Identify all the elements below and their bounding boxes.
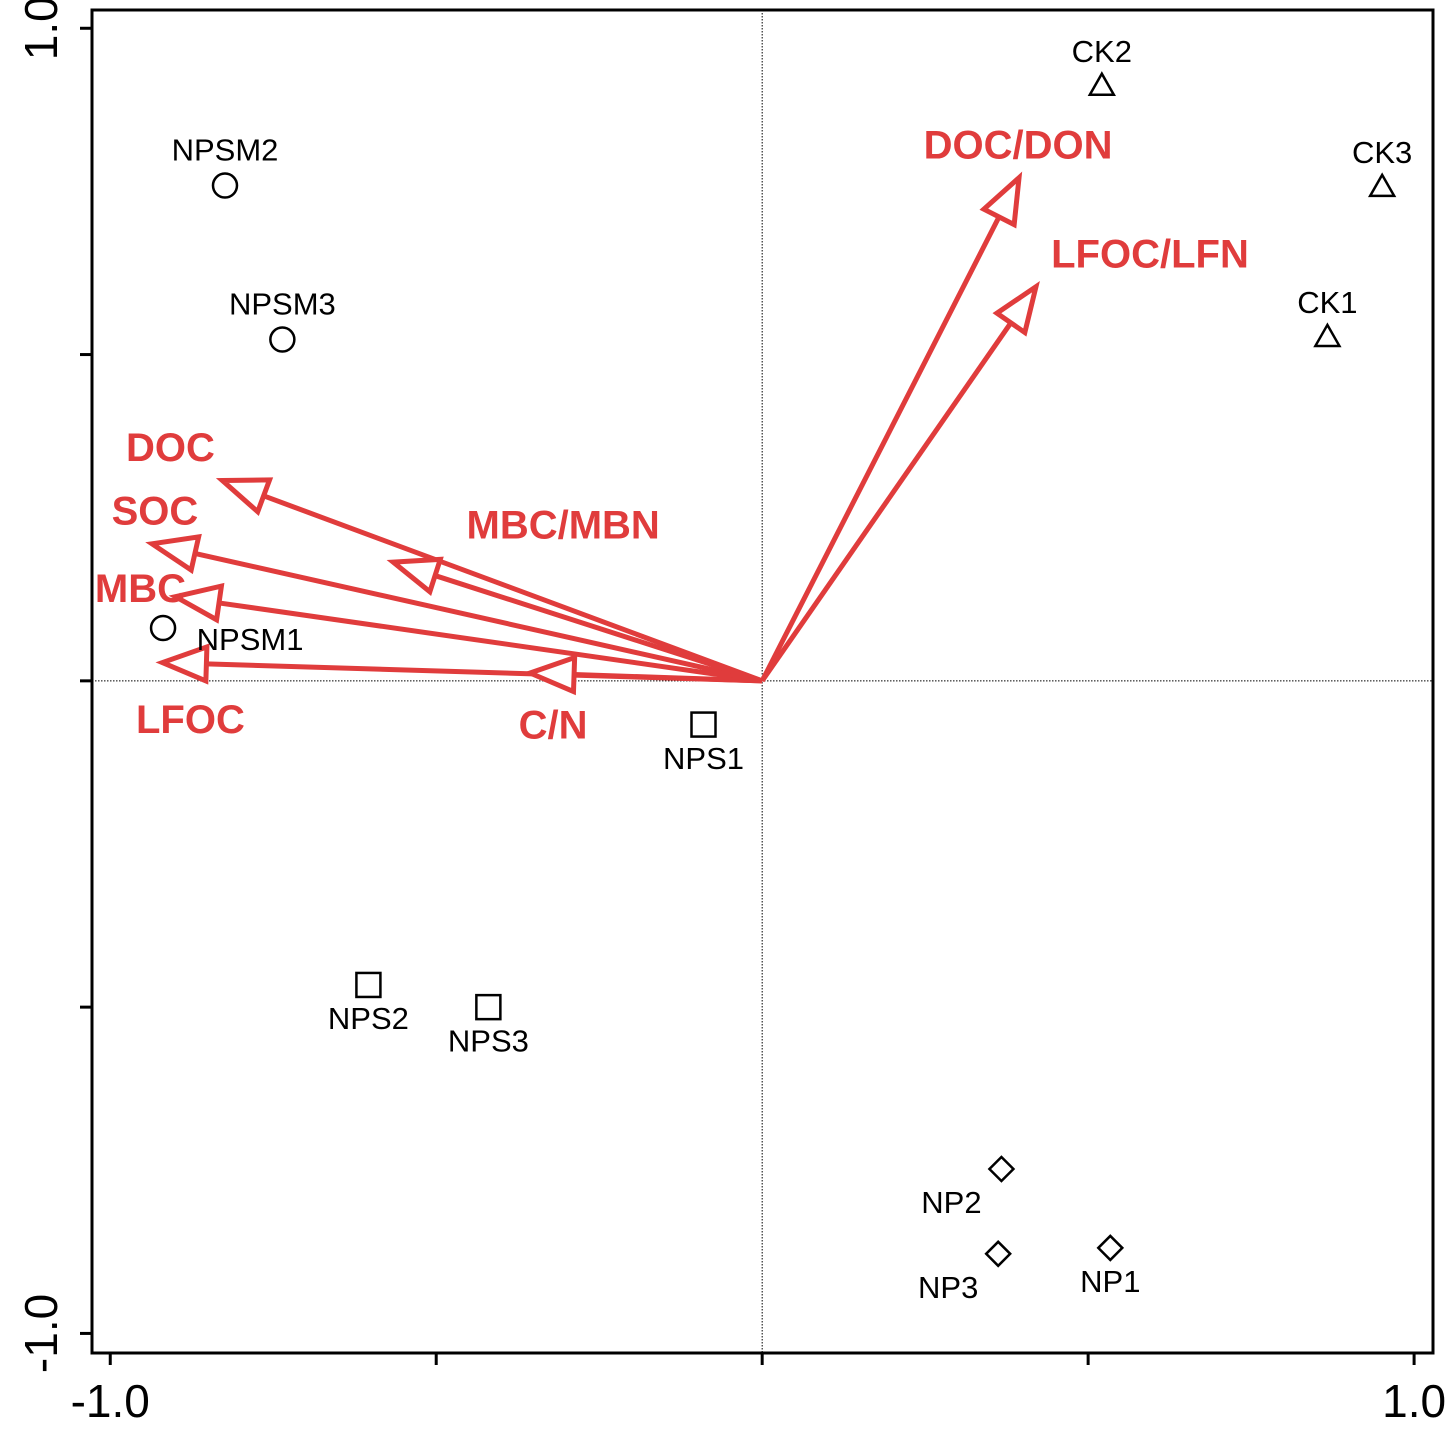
arrow (523, 653, 578, 696)
arrow-shaft (262, 493, 764, 684)
point-label: NPS3 (448, 1023, 529, 1058)
arrow-label: DOC (126, 426, 215, 470)
arrow-label: SOC (112, 489, 199, 533)
arrow (155, 643, 210, 685)
point-label: NPSM2 (172, 133, 279, 168)
arrow-label: MBC/MBN (467, 504, 660, 548)
point (475, 993, 502, 1021)
point (211, 172, 239, 199)
point-label: NPS1 (663, 741, 744, 776)
y-tick-label: 1.0 (15, 0, 67, 60)
point-label: NP1 (1080, 1264, 1140, 1299)
arrow-shaft (759, 215, 1002, 682)
point (149, 614, 177, 642)
point-label: CK2 (1072, 34, 1132, 69)
arrow (386, 556, 444, 596)
point (690, 711, 717, 738)
x-tick-label: 1.0 (1382, 1375, 1445, 1427)
point (269, 326, 296, 353)
x-tick-label: -1.0 (71, 1375, 150, 1427)
point-label: CK1 (1297, 285, 1357, 320)
point (987, 1155, 1016, 1183)
arrow-label: LFOC (136, 698, 245, 742)
point-label: NP3 (918, 1270, 978, 1305)
arrow-shaft (218, 600, 763, 684)
arrow (168, 582, 225, 624)
point-label: NPSM3 (229, 287, 336, 322)
arrow-label: DOC/DON (924, 123, 1113, 167)
arrow-shaft (194, 551, 763, 684)
arrow-shaft (434, 573, 763, 684)
point-label: NP2 (921, 1185, 981, 1220)
y-tick-label: -1.0 (15, 1294, 67, 1373)
point-label: NPSM1 (197, 622, 304, 657)
arrow (979, 171, 1023, 229)
point (984, 1240, 1012, 1268)
arrow-shaft (760, 321, 1013, 683)
arrow-label: MBC (95, 567, 186, 611)
point (1367, 172, 1397, 198)
point-label: CK3 (1352, 135, 1412, 170)
point-label: NPS2 (328, 1001, 409, 1036)
point (1096, 1234, 1125, 1262)
arrow (145, 533, 202, 575)
arrow (215, 477, 274, 517)
arrow-label: C/N (519, 704, 588, 748)
arrow-label: LFOC/LFN (1051, 232, 1249, 276)
arrow-shaft (573, 672, 763, 684)
point (1087, 71, 1116, 96)
arrow (992, 280, 1040, 337)
point (1313, 322, 1342, 348)
point (355, 971, 382, 999)
